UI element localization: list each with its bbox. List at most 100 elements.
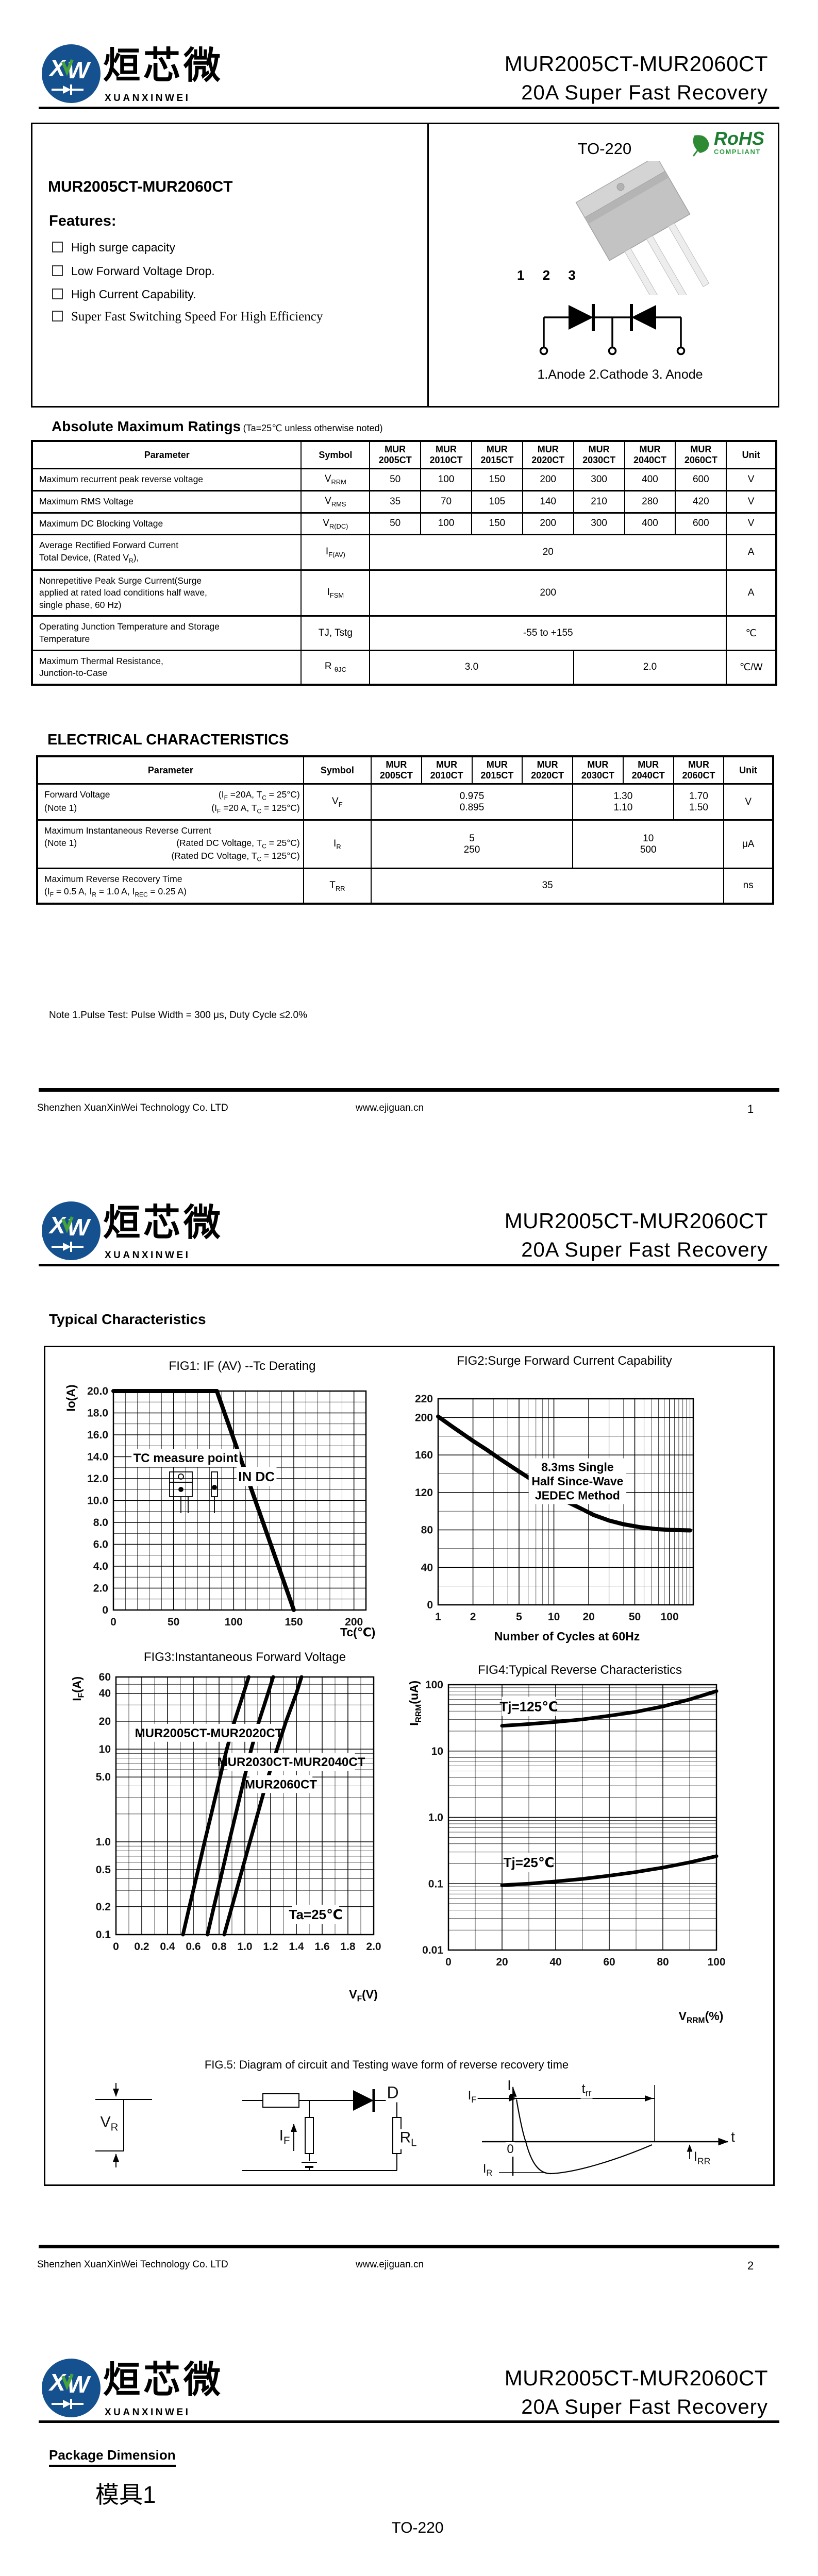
chart-annotation: IN DC xyxy=(238,1469,275,1484)
col-device: MUR 2040CT xyxy=(624,440,676,469)
svg-text:8.0: 8.0 xyxy=(93,1517,108,1529)
svg-text:2: 2 xyxy=(470,1611,476,1623)
svg-text:0: 0 xyxy=(110,1616,116,1628)
svg-text:80: 80 xyxy=(657,1956,669,1968)
cell-parameter: Average Rectified Forward Current Total D… xyxy=(31,534,302,571)
note-text: Note 1.Pulse Test: Pulse Width = 300 μs,… xyxy=(49,1010,308,1021)
col-parameter: Parameter xyxy=(37,755,304,785)
cell-unit: ℃/W xyxy=(726,649,777,686)
cell-unit: A xyxy=(726,534,777,571)
fig1-ylabel: Io(A) xyxy=(64,1384,78,1412)
col-device: MUR 2060CT xyxy=(675,440,727,469)
chart-tick-labels: 0 0.2 0.4 0.6 0.8 1.0 1.2 1.4 1.6 1.8 2.0 0.1 0.2 0.5… xyxy=(96,1671,381,1953)
series-Tj=25℃ xyxy=(500,1854,719,1887)
elec-table: Parameter Symbol MUR 2005CT MUR 2010CT MUR 2015… xyxy=(36,755,774,905)
chart-series xyxy=(111,1389,296,1612)
logo-en-text: XUANXINWEI xyxy=(105,2407,191,2418)
table-row: Maximum Thermal Resistance, Junction-to-C… xyxy=(31,649,777,686)
package-name-label: TO-220 xyxy=(577,140,632,158)
chart-annotation: TC measure point xyxy=(133,1451,238,1465)
svg-text:0.01: 0.01 xyxy=(422,1944,443,1956)
svg-text:220: 220 xyxy=(415,1393,433,1405)
cell-parameter: Forward Voltage (IF =20A, TC = 25°C) (Note… xyxy=(37,783,304,821)
series-MUR2060CT xyxy=(222,1675,304,1937)
fig5-label: I xyxy=(506,2077,512,2094)
col-device: MUR 2020CT xyxy=(522,440,574,469)
svg-text:Ta=25℃: Ta=25℃ xyxy=(289,1907,343,1922)
fig4-ylabel: IRRM(uA) xyxy=(407,1680,423,1726)
checkbox-icon xyxy=(52,289,63,299)
rohs-text: RoHS xyxy=(714,128,764,149)
rohs-badge: RoHS COMPLIANT xyxy=(688,129,764,158)
svg-text:1.0: 1.0 xyxy=(428,1812,443,1824)
svg-text:2.0: 2.0 xyxy=(366,1941,381,1953)
series-MUR2005CT-MUR2020CT xyxy=(181,1675,251,1937)
cell-value: -55 to +155 xyxy=(369,615,727,651)
cell-unit: μA xyxy=(723,819,774,869)
cell-value: 300 xyxy=(573,512,625,536)
fig5-label: trr xyxy=(580,2080,593,2099)
table-row: Maximum Instantaneous Reverse Current (No… xyxy=(37,819,774,869)
svg-text:160: 160 xyxy=(415,1449,433,1461)
annotation-bg xyxy=(227,1753,355,1771)
cell-symbol: VRMS xyxy=(301,489,371,514)
table-row: Nonrepetitive Peak Surge Current(Surge ap… xyxy=(31,569,777,617)
svg-text:80: 80 xyxy=(421,1524,433,1536)
svg-text:6.0: 6.0 xyxy=(93,1539,108,1551)
svg-text:0.5: 0.5 xyxy=(96,1864,111,1876)
table-row: Maximum Reverse Recovery Time (IF = 0.5 A… xyxy=(37,867,774,905)
rohs-compliant-text: COMPLIANT xyxy=(714,148,761,156)
svg-text:JEDEC Method: JEDEC Method xyxy=(535,1489,620,1502)
logo-en-text: XUANXINWEI xyxy=(105,1250,191,1261)
svg-text:40: 40 xyxy=(549,1956,561,1968)
svg-text:0.6: 0.6 xyxy=(186,1941,201,1953)
cell-parameter: Maximum Instantaneous Reverse Current (No… xyxy=(37,819,304,869)
svg-text:120: 120 xyxy=(415,1487,433,1499)
logo-cn-text: 烜芯微 xyxy=(103,45,224,87)
cell-unit: V xyxy=(726,489,777,514)
logo-en-text: XUANXINWEI xyxy=(105,93,191,104)
svg-text:0: 0 xyxy=(113,1941,119,1953)
svg-text:MUR2005CT-MUR2020CT: MUR2005CT-MUR2020CT xyxy=(135,1726,283,1740)
chart-annotation: Ta=25℃ xyxy=(289,1907,343,1922)
logo-cn-text: 烜芯微 xyxy=(103,2360,224,2401)
series-Tj=125℃ xyxy=(500,1689,719,1728)
svg-text:16.0: 16.0 xyxy=(87,1429,108,1441)
svg-text:200: 200 xyxy=(345,1616,363,1628)
table-row: Maximum recurrent peak reverse voltage VR… xyxy=(31,468,777,492)
annotation-bg xyxy=(236,1467,277,1486)
cell-symbol: TRR xyxy=(303,867,372,905)
cell-unit: V xyxy=(726,468,777,492)
package-side-view-drawing xyxy=(562,2571,758,2576)
cell-value: 600 xyxy=(675,468,727,492)
cell-symbol: IR xyxy=(303,819,372,869)
cell-value: 200 xyxy=(522,512,574,536)
typical-characteristics-heading: Typical Characteristics xyxy=(49,1311,206,1327)
col-device: MUR 2040CT xyxy=(622,755,674,785)
cell-unit: A xyxy=(726,569,777,617)
feature-text: Low Forward Voltage Drop. xyxy=(71,264,215,278)
svg-text:50: 50 xyxy=(168,1616,179,1628)
svg-text:1.6: 1.6 xyxy=(314,1941,329,1953)
col-symbol: Symbol xyxy=(303,755,372,785)
to220-measure-point-icon xyxy=(169,1471,193,1513)
table-header-row: Parameter Symbol MUR 2005CT MUR 2010CT MUR 2015… xyxy=(37,755,774,785)
product-overview-box: MUR2005CT-MUR2060CT Features: High surge… xyxy=(31,123,779,408)
fig1-chart: 0 50 100 150 200 20.0 18.0 16.0 14.0 12.0 10.0 8.0 6… xyxy=(87,1385,367,1628)
svg-text:2.0: 2.0 xyxy=(93,1583,108,1595)
fig3-chart: 0 0.2 0.4 0.6 0.8 1.0 1.2 1.4 1.6 1.8 2.0 0.1 0.2 0.5… xyxy=(96,1671,381,1953)
box-divider xyxy=(427,124,429,406)
col-device: MUR 2015CT xyxy=(471,755,523,785)
company-logo-icon: X W xyxy=(42,2359,101,2417)
cell-value: 50 xyxy=(369,468,422,492)
fig5-label: IF xyxy=(278,2127,291,2147)
footer-rule xyxy=(39,2245,779,2248)
chart-tick-labels: 0 50 100 150 200 20.0 18.0 16.0 14.0 12.0 10.0 8.0 6… xyxy=(87,1385,363,1628)
svg-text:0.2: 0.2 xyxy=(96,1901,111,1913)
feature-item: High surge capacity xyxy=(52,241,175,255)
cell-value: 150 xyxy=(471,468,523,492)
svg-text:150: 150 xyxy=(285,1616,303,1628)
footer-website: www.ejiguan.cn xyxy=(356,1103,424,1113)
chart-series xyxy=(181,1675,304,1937)
chart-series xyxy=(500,1689,719,1887)
